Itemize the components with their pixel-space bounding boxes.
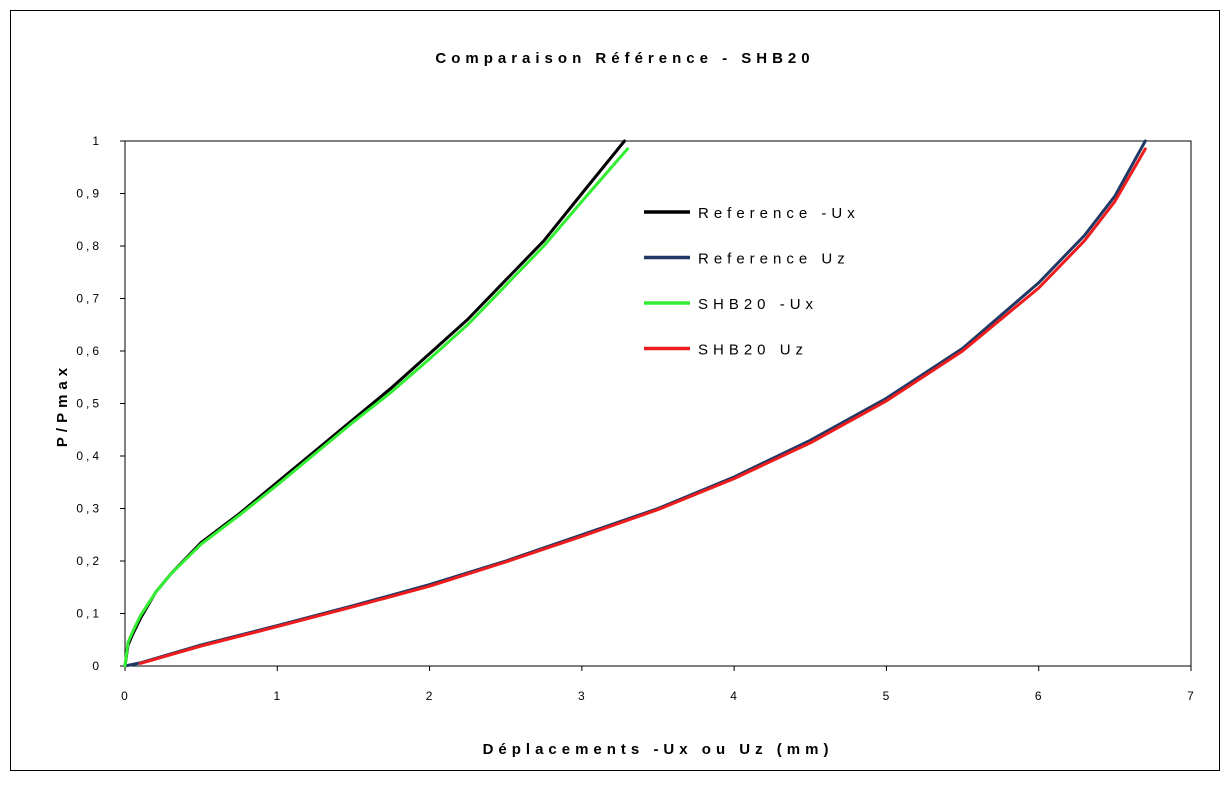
legend: Reference -Ux Reference Uz SHB20 -Ux SHB20 … (644, 205, 860, 359)
y-tick-label: 0,5 (76, 397, 102, 411)
y-tick-label: 0,7 (76, 292, 102, 306)
y-tick-label: 0,6 (76, 344, 102, 358)
x-tick-label: 0 (121, 689, 131, 703)
y-tick-label: 0,3 (76, 502, 102, 516)
legend-label: Reference -Ux (698, 205, 860, 222)
series-line-4 (138, 147, 1147, 665)
x-tick-label: 4 (730, 689, 740, 703)
x-tick-label: 1 (273, 689, 283, 703)
y-tick-label: 0,8 (76, 239, 102, 253)
legend-label: SHB20 Uz (698, 342, 808, 359)
x-tick-label: 3 (578, 689, 588, 703)
plot-area (124, 140, 1192, 667)
legend-label: Reference Uz (698, 251, 850, 268)
x-tick-label: 2 (426, 689, 436, 703)
y-tick-label: 0,4 (76, 449, 102, 463)
x-axis-title: Déplacements -Ux ou Uz (mm) (483, 741, 834, 758)
y-tick-label: 0,9 (76, 187, 102, 201)
x-tick-label: 7 (1187, 689, 1197, 703)
ticks-layer: 0 1 2 3 4 5 6 7 0 0,1 0,2 0,3 0,4 0,5 0,6 0,7 0,8 0,9 1 (76, 134, 1197, 703)
y-tick-label: 0,2 (76, 554, 102, 568)
y-axis-title: P/Pmax (54, 363, 71, 447)
x-tick-label: 6 (1035, 689, 1045, 703)
series-layer (123, 139, 1147, 668)
x-tick-label: 5 (883, 689, 893, 703)
y-tick-label: 0,1 (76, 607, 102, 621)
y-tick-label: 0 (92, 659, 102, 673)
y-tick-label: 1 (92, 134, 102, 148)
chart-title: Comparaison Référence - SHB20 (435, 50, 814, 67)
legend-label: SHB20 -Ux (698, 296, 818, 313)
series-line-3 (123, 147, 629, 668)
